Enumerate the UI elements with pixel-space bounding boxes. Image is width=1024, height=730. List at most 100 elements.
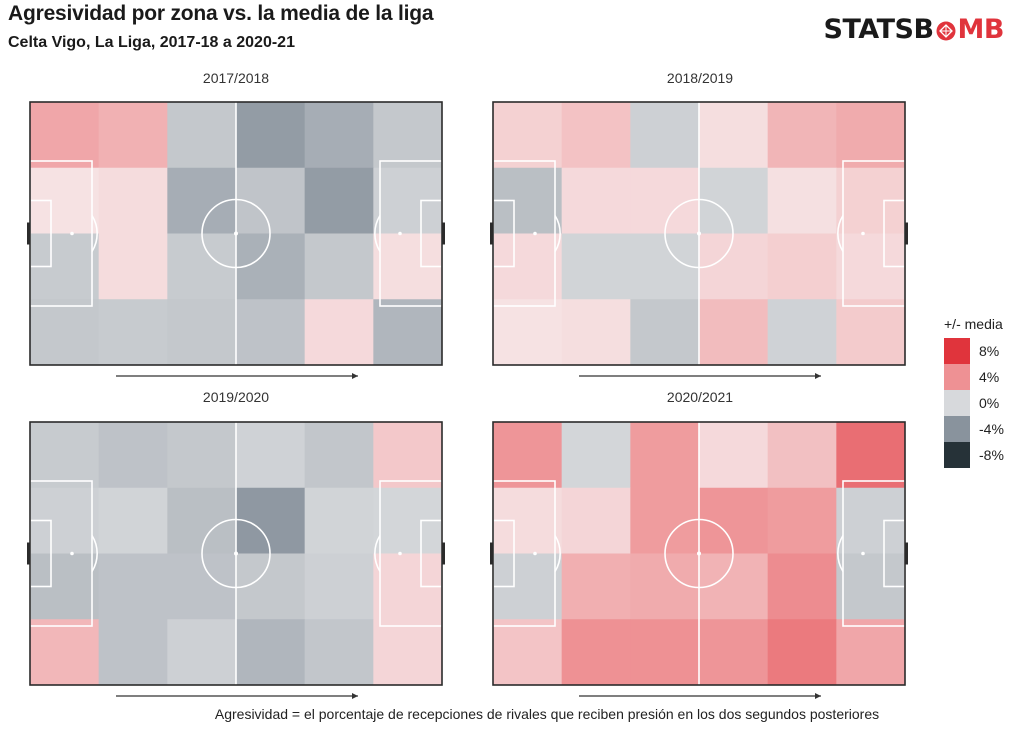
heatmap-cell: [304, 553, 374, 620]
heatmap-cell: [561, 619, 631, 686]
goal-right: [442, 222, 445, 245]
heatmap-cell: [304, 233, 374, 300]
pitch-heatmap-2020-2021: [490, 421, 908, 699]
heatmap-cell: [561, 422, 631, 489]
penalty-spot-right: [861, 231, 865, 236]
heatmap-cell: [836, 299, 906, 366]
logo-text-left: STATSB: [823, 14, 935, 45]
bomb-icon: [936, 21, 956, 40]
penalty-spot-left: [533, 551, 537, 556]
heatmap-cell: [493, 619, 563, 686]
legend-swatch: [944, 390, 970, 416]
heatmap-cell: [561, 299, 631, 366]
attack-direction-arrowhead: [815, 373, 821, 379]
goal-right: [905, 542, 908, 565]
goal-left: [27, 542, 30, 565]
chart-caption: Agresividad = el porcentaje de recepcion…: [214, 706, 880, 722]
heatmap-cell: [98, 167, 168, 234]
heatmap-cell: [98, 422, 168, 489]
heatmap-cell: [167, 619, 237, 686]
centre-spot: [697, 551, 701, 556]
heatmap-cell: [699, 102, 769, 169]
heatmap-cell: [98, 233, 168, 300]
heatmap-cell: [630, 299, 700, 366]
legend-item: 4%: [944, 364, 1004, 390]
centre-circle: [664, 518, 734, 589]
heatmap-cell: [167, 553, 237, 620]
penalty-spot-right: [398, 551, 402, 556]
heatmap-cell: [493, 102, 563, 169]
pitch-heatmap-2019-2020: [27, 421, 445, 699]
heatmap-cell: [561, 167, 631, 234]
heatmap-cell: [767, 553, 837, 620]
goal-left: [27, 222, 30, 245]
heatmap-cell: [30, 422, 100, 489]
heatmap-cell: [767, 167, 837, 234]
logo-text-right: MB: [957, 14, 1005, 45]
heatmap-cell: [767, 487, 837, 554]
heatmap-cell: [236, 233, 306, 300]
chart-subtitle: Celta Vigo, La Liga, 2017-18 a 2020-21: [8, 34, 295, 51]
penalty-arc-left: [91, 215, 98, 252]
penalty-arc-left: [91, 535, 98, 572]
legend-swatch: [944, 338, 970, 364]
panel-title-4: 2020/2021: [666, 389, 734, 405]
legend-item: 8%: [944, 338, 1004, 364]
penalty-arc-right: [837, 215, 844, 252]
heatmap-cell: [236, 553, 306, 620]
panel-title-1: 2017/2018: [202, 70, 270, 86]
heatmap-cell: [561, 102, 631, 169]
penalty-arc-left: [554, 535, 561, 572]
heatmap-cell: [98, 102, 168, 169]
heatmap-cell: [98, 299, 168, 366]
legend-label: -4%: [979, 421, 1004, 437]
statsbomb-logo: STATSB MB: [823, 14, 1005, 45]
attack-direction-arrowhead: [352, 373, 358, 379]
heatmap-cell: [767, 422, 837, 489]
heatmap-cell: [167, 233, 237, 300]
legend-item: -8%: [944, 442, 1004, 468]
heatmap-cell: [98, 619, 168, 686]
goal-left: [490, 542, 493, 565]
centre-circle: [664, 198, 734, 269]
penalty-arc-right: [374, 215, 381, 252]
penalty-spot-right: [398, 231, 402, 236]
heatmap-cell: [699, 553, 769, 620]
centre-circle: [201, 518, 271, 589]
heatmap-cell: [304, 299, 374, 366]
centre-spot: [234, 551, 238, 556]
heatmap-cell: [304, 167, 374, 234]
heatmap-cell: [561, 233, 631, 300]
legend-swatch: [944, 416, 970, 442]
heatmap-cell: [373, 619, 443, 686]
centre-circle: [201, 198, 271, 269]
heatmap-cell: [304, 487, 374, 554]
heatmap-cell: [630, 422, 700, 489]
heatmap-cell: [561, 487, 631, 554]
heatmap-cell: [493, 299, 563, 366]
heatmap-cell: [98, 487, 168, 554]
heatmap-cell: [98, 553, 168, 620]
heatmap-cell: [836, 619, 906, 686]
heatmap-cell: [373, 422, 443, 489]
heatmap-cell: [167, 422, 237, 489]
panel-title-2: 2018/2019: [666, 70, 734, 86]
penalty-spot-left: [70, 231, 74, 236]
heatmap-cell: [561, 553, 631, 620]
goal-right: [905, 222, 908, 245]
goal-right: [442, 542, 445, 565]
legend-label: 8%: [979, 343, 1000, 359]
pitch-heatmap-2017-2018: [27, 101, 445, 379]
heatmap-cell: [236, 619, 306, 686]
heatmap-cell: [30, 102, 100, 169]
heatmap-cell: [767, 102, 837, 169]
penalty-spot-left: [533, 231, 537, 236]
penalty-spot-left: [70, 551, 74, 556]
heatmap-cell: [236, 102, 306, 169]
heatmap-cell: [304, 619, 374, 686]
heatmap-cell: [373, 102, 443, 169]
legend-swatch: [944, 442, 970, 468]
legend-swatch: [944, 364, 970, 390]
pitch-heatmap-2018-2019: [490, 101, 908, 379]
heatmap-cell: [836, 422, 906, 489]
